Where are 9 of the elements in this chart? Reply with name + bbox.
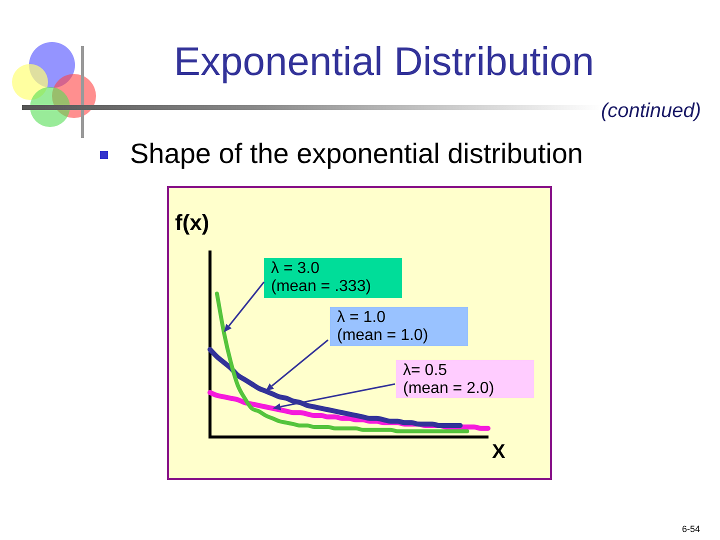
x-axis-title: X: [492, 441, 506, 463]
chart-subtitle: Shape of the exponential distribution: [130, 138, 583, 170]
text: λ = 1.0 (mean = 1.0): [337, 309, 428, 345]
text: (continued): [600, 100, 701, 122]
y-axis-title: f(x): [175, 210, 210, 236]
series-label: λ= 0.5 (mean = 2.0): [403, 362, 494, 398]
chart-title: Exponential Distribution: [172, 39, 596, 85]
text: 6-54: [682, 524, 700, 535]
text: λ = 3.0 (mean = .333): [271, 260, 372, 296]
